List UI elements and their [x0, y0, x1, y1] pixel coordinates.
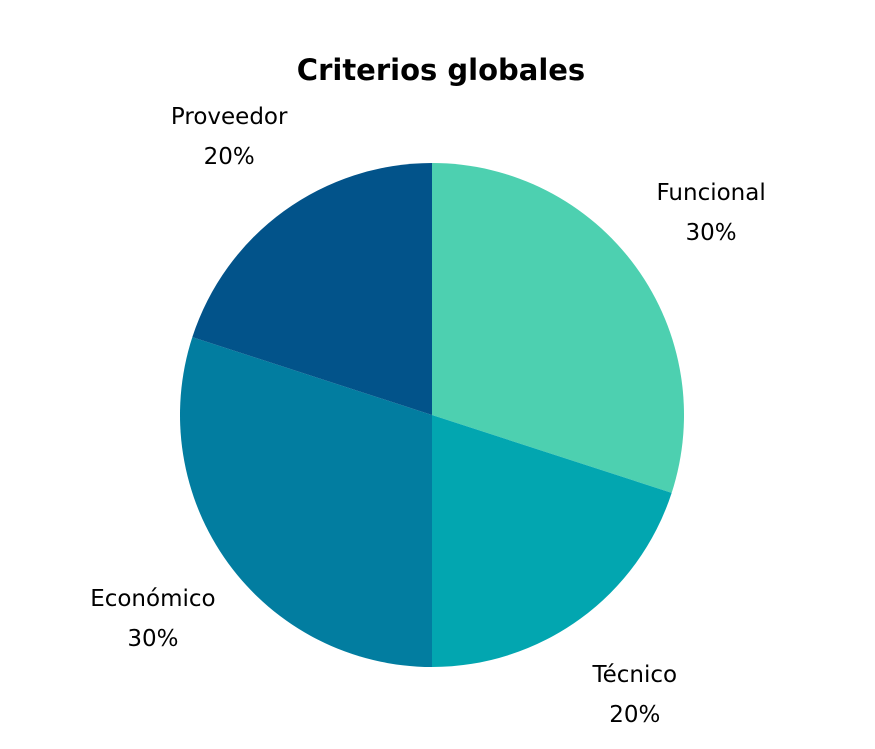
slice-label-funcional: Funcional 30% — [656, 180, 765, 246]
chart-title: Criterios globales — [297, 53, 585, 87]
slice-value: 30% — [686, 220, 737, 246]
pie-slices — [179, 163, 685, 667]
pie-slice-tecnico — [432, 415, 672, 667]
slice-value: 20% — [204, 144, 255, 170]
slice-name: Funcional — [656, 180, 765, 206]
slice-labels: Funcional 30% Técnico 20% Económico 30% Provee… — [90, 104, 766, 728]
slice-value: 20% — [609, 702, 660, 728]
pie-slice-funcional — [432, 163, 685, 493]
slice-label-proveedor: Proveedor 20% — [171, 104, 288, 170]
slice-value: 30% — [127, 626, 178, 652]
slice-name: Proveedor — [171, 104, 288, 130]
pie-slice-economico — [179, 337, 432, 667]
slice-name: Económico — [90, 586, 215, 612]
slice-label-tecnico: Técnico 20% — [591, 662, 677, 728]
slice-name: Técnico — [591, 662, 677, 688]
pie-slice-proveedor — [192, 163, 432, 415]
slice-label-economico: Económico 30% — [90, 586, 215, 652]
